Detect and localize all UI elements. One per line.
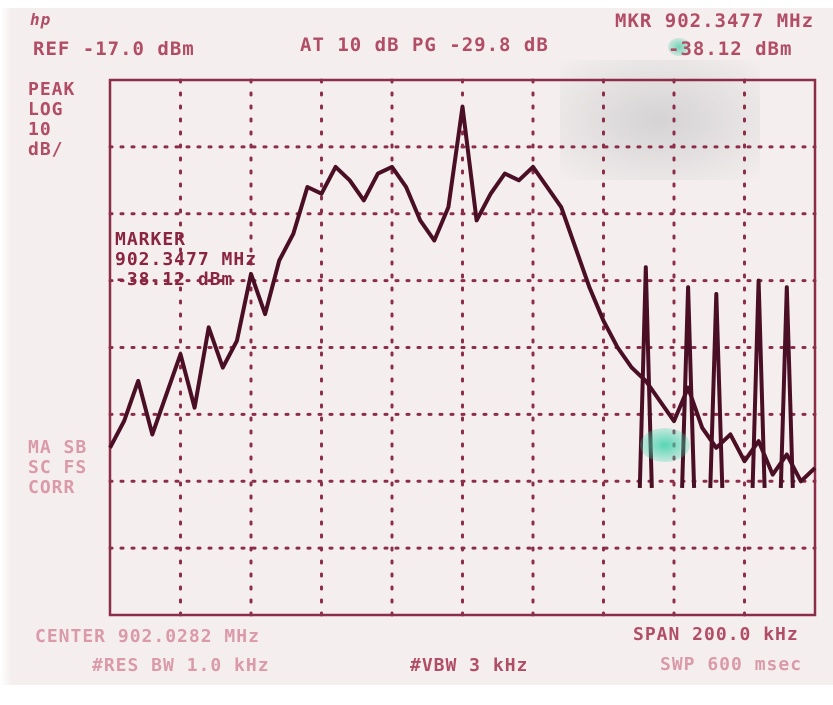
corr-line: CORR — [28, 477, 76, 498]
marker-level-header: -38.12 dBm — [668, 38, 793, 60]
photo-border-bottom — [0, 685, 833, 705]
spectrum-trace — [108, 104, 817, 484]
correction-labels: MA SB SC FS CORR — [28, 438, 87, 498]
res-bw-label: #RES BW 1.0 kHz — [92, 655, 270, 676]
marker-freq-value: 902.3477 MHz — [115, 249, 258, 270]
mode-line: PEAK — [28, 79, 76, 100]
spur-peak — [637, 265, 654, 488]
marker-freq-header: MKR 902.3477 MHz — [615, 10, 815, 32]
marker-level-value: -38.12 dBm — [115, 269, 234, 290]
span-label: SPAN 200.0 kHz — [633, 624, 799, 645]
corr-line: SC FS — [28, 457, 88, 478]
marker-dot-icon — [640, 428, 690, 462]
ref-level-label: REF -17.0 dBm — [33, 38, 195, 60]
mode-line: 10 — [28, 119, 52, 140]
marker-title: MARKER — [115, 229, 187, 250]
corr-line: MA SB — [28, 437, 88, 458]
mode-line: LOG — [28, 99, 64, 120]
spur-peak — [680, 285, 697, 488]
vbw-label: #VBW 3 kHz — [410, 655, 529, 676]
mode-line: dB/ — [28, 139, 64, 160]
attenuation-label: AT 10 dB PG -29.8 dB — [300, 34, 549, 56]
spur-peak — [750, 278, 767, 488]
marker-indicator-icon — [668, 38, 690, 56]
photo-border-left — [0, 0, 12, 705]
hp-logo: hp — [30, 10, 52, 29]
center-freq-label: CENTER 902.0282 MHz — [35, 626, 260, 647]
photo-border-top — [0, 0, 833, 8]
sweep-time-label: SWP 600 msec — [660, 654, 803, 675]
spur-peak — [778, 285, 795, 488]
display-mode-labels: PEAK LOG 10 dB/ — [28, 80, 75, 160]
spur-peak — [708, 292, 725, 488]
marker-readout: MARKER 902.3477 MHz -38.12 dBm — [115, 230, 257, 290]
